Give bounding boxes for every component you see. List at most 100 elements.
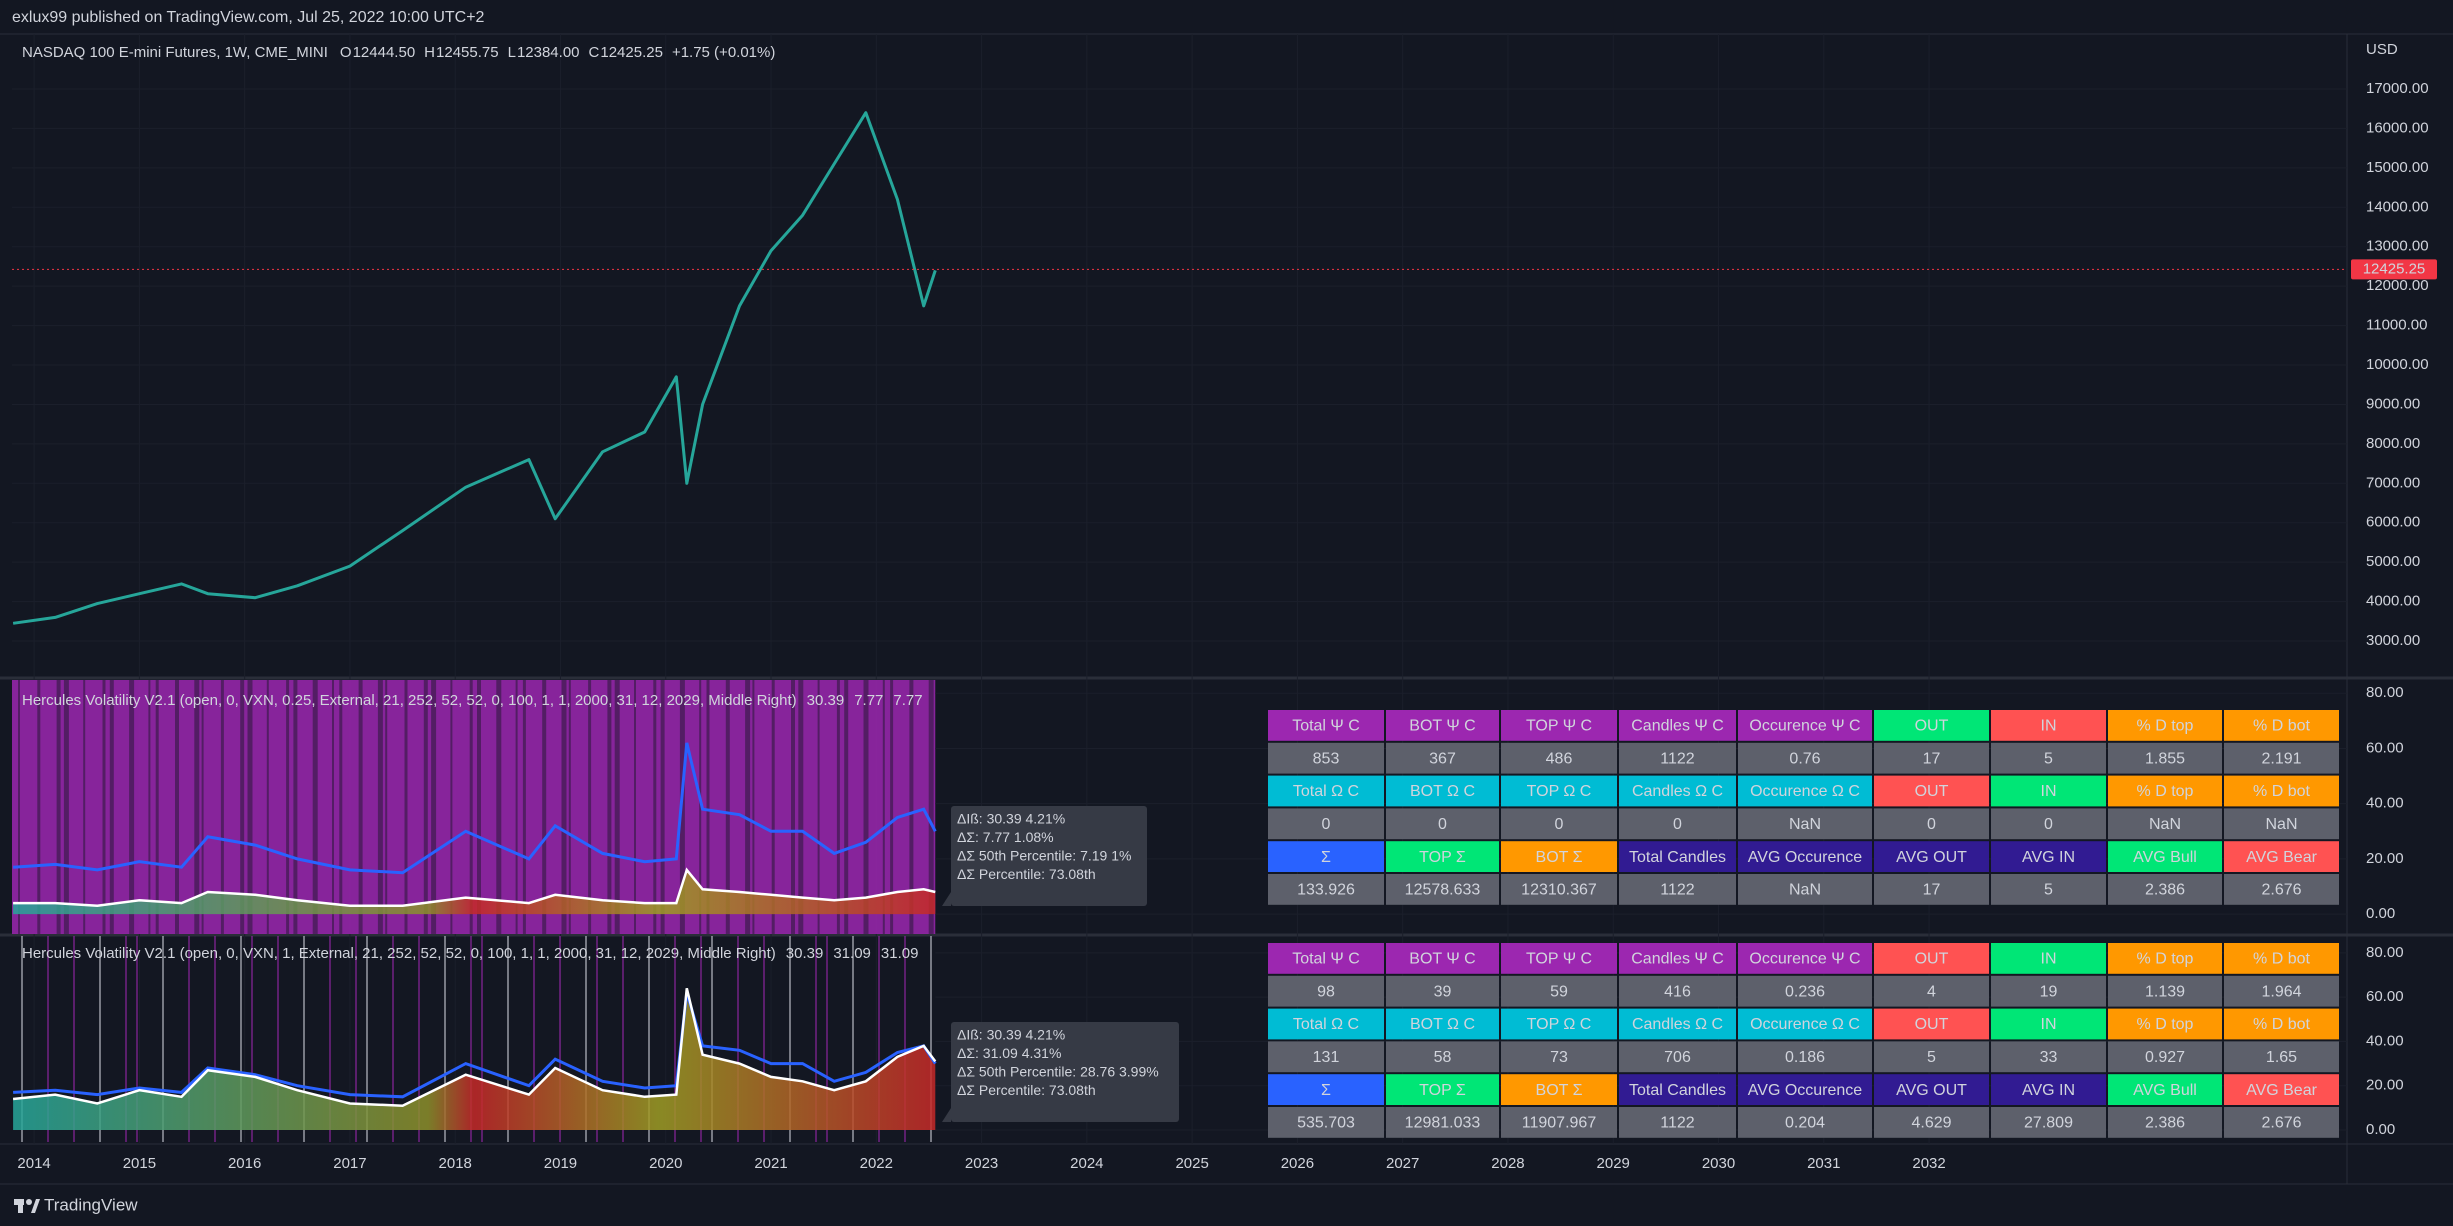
- signal-stripe: [909, 680, 914, 934]
- table-cell: [1991, 841, 2106, 872]
- signal-stripe: [588, 680, 592, 934]
- tooltip-line: ΔIß: 30.39 4.21%: [957, 811, 1065, 827]
- table-cell: [2224, 808, 2339, 840]
- table-cell-text: 2.676: [2261, 882, 2301, 899]
- table-cell: [1619, 1074, 1736, 1105]
- footer-bar: [0, 1184, 2453, 1226]
- table-cell-text: OUT: [1915, 783, 1949, 800]
- table-cell-text: AVG OUT: [1896, 849, 1967, 866]
- time-tick-label: 2029: [1597, 1155, 1630, 1172]
- table-cell-text: 2.191: [2261, 750, 2301, 767]
- time-tick-label: 2015: [123, 1155, 156, 1172]
- tooltip-box: [951, 1022, 1179, 1122]
- table-cell-text: BOT Ψ C: [1409, 718, 1475, 735]
- table-cell-text: 11907.967: [1522, 1115, 1597, 1132]
- table-cell: [1386, 1008, 1499, 1040]
- indicator-tick-label: 20.00: [2366, 850, 2404, 867]
- table-cell-text: 1122: [1660, 1115, 1695, 1132]
- signal-stripe: [817, 680, 820, 934]
- table-cell: [1874, 710, 1989, 741]
- table-cell-text: 98: [1317, 983, 1335, 1000]
- table-cell-text: Candles Ω C: [1632, 1016, 1723, 1033]
- table-cell-text: Total Ψ C: [1292, 718, 1360, 735]
- table-cell: [1738, 874, 1872, 905]
- table-cell: [1386, 1107, 1499, 1138]
- signal-stripe: [286, 680, 290, 934]
- table-cell: [2108, 1074, 2222, 1105]
- time-tick-label: 2026: [1281, 1155, 1314, 1172]
- table-cell: [1874, 1107, 1989, 1138]
- table-cell: [1874, 975, 1989, 1007]
- signal-stripe: [699, 680, 702, 934]
- table-cell-text: AVG Occurence: [1748, 1082, 1863, 1099]
- table-cell-text: % D top: [2137, 718, 2194, 735]
- table-cell: [2224, 874, 2339, 905]
- table-cell: [2108, 1041, 2222, 1073]
- table-cell-text: 5: [2044, 882, 2053, 899]
- table-cell-text: 0: [1438, 816, 1447, 833]
- table-cell-text: 1.139: [2145, 983, 2185, 1000]
- table-cell-text: 12981.033: [1405, 1115, 1481, 1132]
- price-tick-label: 6000.00: [2366, 514, 2420, 531]
- table-cell-text: Candles Ψ C: [1631, 718, 1724, 735]
- signal-stripe: [155, 680, 159, 934]
- table-cell-text: Occurence Ψ C: [1749, 718, 1860, 735]
- table-cell: [1874, 943, 1989, 974]
- table-cell-text: 39: [1434, 983, 1452, 1000]
- table-cell-text: 5: [1927, 1049, 1936, 1066]
- table-cell: [1386, 874, 1499, 905]
- table-cell-text: % D bot: [2253, 718, 2310, 735]
- table-cell: [1501, 975, 1617, 1007]
- price-tick-label: 11000.00: [2366, 317, 2427, 334]
- table-cell: [1874, 841, 1989, 872]
- time-tick-label: 2023: [965, 1155, 998, 1172]
- signal-stripe: [18, 680, 20, 934]
- table-cell-text: IN: [2041, 718, 2057, 735]
- table-cell-text: TOP Σ: [1419, 1082, 1466, 1099]
- table-cell: [2108, 874, 2222, 905]
- price-tick-label: 14000.00: [2366, 198, 2429, 215]
- table-cell: [1268, 975, 1384, 1007]
- signal-stripe: [542, 680, 547, 934]
- signal-stripe: [928, 680, 934, 934]
- table-cell: [1268, 1107, 1384, 1138]
- table-cell-text: Σ: [1321, 849, 1331, 866]
- table-cell: [1268, 808, 1384, 840]
- time-tick-label: 2017: [333, 1155, 366, 1172]
- brand: TradingView: [44, 1195, 138, 1214]
- signal-stripe: [653, 680, 657, 934]
- table-cell: [1619, 775, 1736, 807]
- table-cell: [1268, 874, 1384, 905]
- indicator-title: Hercules Volatility V2.1 (open, 0, VXN, …: [22, 692, 797, 709]
- price-tick-label: 13000.00: [2366, 238, 2429, 255]
- table-cell: [1619, 710, 1736, 741]
- time-tick-label: 2032: [1912, 1155, 1945, 1172]
- signal-stripe: [844, 680, 849, 934]
- table-cell-text: 27.809: [2024, 1115, 2073, 1132]
- table-cell-text: BOT Ω C: [1410, 783, 1475, 800]
- table-cell-text: 33: [2040, 1049, 2058, 1066]
- price-tick-label: 16000.00: [2366, 119, 2429, 136]
- table-cell: [2224, 742, 2339, 774]
- table-cell-text: BOT Σ: [1536, 1082, 1583, 1099]
- table-cell-text: 1.65: [2266, 1049, 2297, 1066]
- time-tick-label: 2027: [1386, 1155, 1419, 1172]
- table-cell-text: Occurence Ω C: [1750, 1016, 1860, 1033]
- price-tick-label: 15000.00: [2366, 159, 2429, 176]
- ohlc-label: L: [508, 44, 516, 61]
- table-cell: [1874, 1074, 1989, 1105]
- table-cell: [2224, 775, 2339, 807]
- table-cell-text: NaN: [2149, 816, 2181, 833]
- table-cell-text: Candles Ψ C: [1631, 951, 1724, 968]
- table-cell-text: 0.186: [1785, 1049, 1825, 1066]
- table-cell-text: Total Ω C: [1293, 1016, 1359, 1033]
- table-cell-text: 706: [1664, 1049, 1691, 1066]
- table-cell: [1386, 710, 1499, 741]
- table-cell-text: AVG OUT: [1896, 1082, 1967, 1099]
- table-cell: [1874, 1041, 1989, 1073]
- table-cell: [2224, 1008, 2339, 1040]
- table-cell: [1386, 775, 1499, 807]
- table-cell: [1738, 808, 1872, 840]
- table-cell-text: AVG IN: [2022, 1082, 2075, 1099]
- table-cell: [1738, 1041, 1872, 1073]
